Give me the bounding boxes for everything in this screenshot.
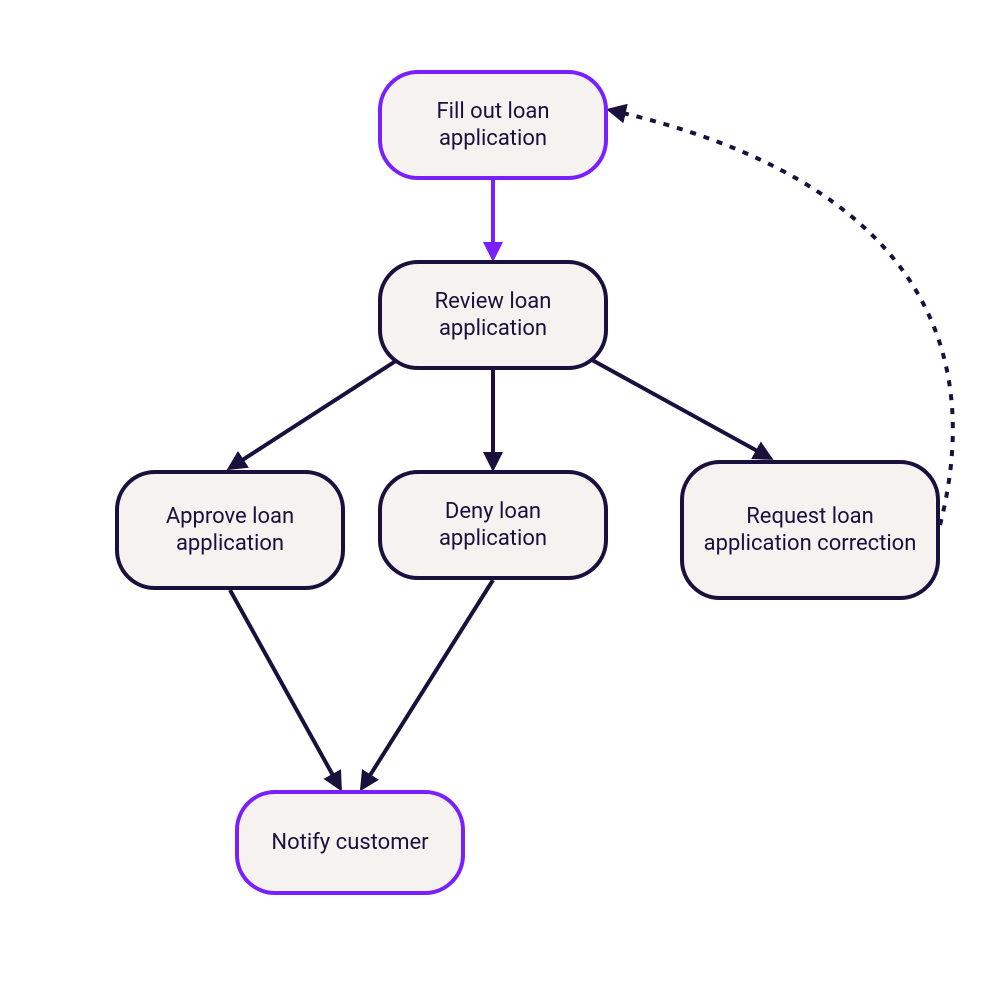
edge-approve-to-notify bbox=[230, 590, 340, 788]
node-review: Review loan application bbox=[378, 260, 608, 370]
node-label: Fill out loan application bbox=[400, 98, 586, 153]
node-label: Approve loan application bbox=[137, 503, 323, 558]
node-fill: Fill out loan application bbox=[378, 70, 608, 180]
edge-review-to-approve bbox=[230, 355, 405, 468]
node-notify: Notify customer bbox=[235, 790, 465, 895]
node-label: Notify customer bbox=[271, 829, 428, 857]
node-deny: Deny loan application bbox=[378, 470, 608, 580]
node-request: Request loan application correction bbox=[680, 460, 940, 600]
node-label: Review loan application bbox=[400, 288, 586, 343]
edge-deny-to-notify bbox=[362, 580, 493, 788]
node-approve: Approve loan application bbox=[115, 470, 345, 590]
node-label: Deny loan application bbox=[400, 498, 586, 553]
flowchart-canvas: Fill out loan application Review loan app… bbox=[0, 0, 999, 985]
edge-review-to-request bbox=[583, 355, 770, 458]
node-label: Request loan application correction bbox=[702, 503, 918, 558]
